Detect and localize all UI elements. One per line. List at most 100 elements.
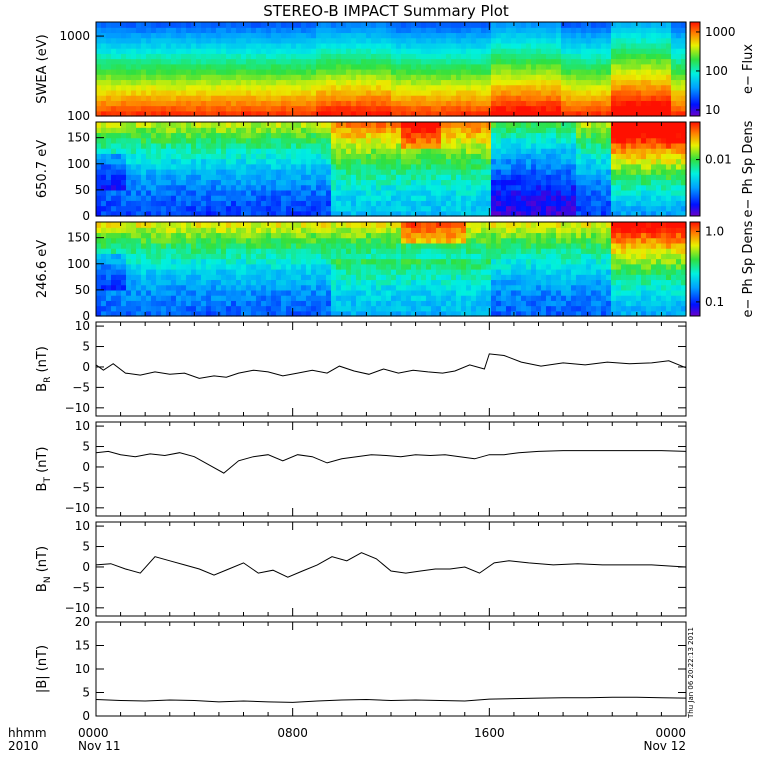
heatmap-cell <box>211 53 217 59</box>
heatmap-cell <box>356 27 362 33</box>
heatmap-cell <box>431 69 437 75</box>
heatmap-cell <box>366 38 372 44</box>
heatmap-cell <box>266 200 272 206</box>
heatmap-cell <box>426 195 432 201</box>
heatmap-cell <box>246 100 252 106</box>
heatmap-cell <box>156 127 162 133</box>
heatmap-cell <box>411 27 417 33</box>
heatmap-cell <box>456 95 462 101</box>
heatmap-cell <box>421 138 427 144</box>
heatmap-cell <box>466 32 472 38</box>
heatmap-cell <box>531 195 537 201</box>
heatmap-cell <box>451 164 457 170</box>
heatmap-cell <box>421 69 427 75</box>
heatmap-cell <box>566 32 572 38</box>
heatmap-cell <box>186 22 192 28</box>
heatmap-cell <box>256 227 262 233</box>
heatmap-cell <box>251 243 257 249</box>
heatmap-cell <box>216 53 222 59</box>
heatmap-cell <box>441 53 447 59</box>
heatmap-cell <box>311 159 317 165</box>
heatmap-cell <box>391 100 397 106</box>
heatmap-cell <box>641 22 647 28</box>
heatmap-cell <box>436 53 442 59</box>
heatmap-cell <box>176 269 182 275</box>
heatmap-cell <box>531 143 537 149</box>
heatmap-cell <box>206 153 212 159</box>
heatmap-cell <box>611 48 617 54</box>
heatmap-cell <box>676 38 682 44</box>
heatmap-cell <box>366 48 372 54</box>
heatmap-cell <box>121 290 127 296</box>
heatmap-cell <box>241 148 247 154</box>
heatmap-cell <box>616 153 622 159</box>
heatmap-cell <box>556 179 562 185</box>
heatmap-cell <box>276 32 282 38</box>
heatmap-cell <box>571 153 577 159</box>
heatmap-cell <box>566 174 572 180</box>
heatmap-cell <box>231 90 237 96</box>
heatmap-cell <box>216 264 222 270</box>
heatmap-cell <box>186 143 192 149</box>
heatmap-cell <box>591 174 597 180</box>
heatmap-cell <box>506 53 512 59</box>
heatmap-cell <box>376 153 382 159</box>
heatmap-cell <box>231 222 237 228</box>
heatmap-cell <box>241 259 247 265</box>
heatmap-cell <box>101 22 107 28</box>
heatmap-cell <box>626 59 632 65</box>
heatmap-cell <box>541 185 547 191</box>
heatmap-cell <box>586 43 592 49</box>
heatmap-cell <box>191 306 197 312</box>
heatmap-cell <box>626 132 632 138</box>
heatmap-cell <box>661 85 667 91</box>
heatmap-cell <box>111 227 117 233</box>
heatmap-cell <box>261 195 267 201</box>
heatmap-cell <box>461 48 467 54</box>
heatmap-cell <box>516 59 522 65</box>
heatmap-cell <box>266 59 272 65</box>
heatmap-cell <box>646 122 652 128</box>
heatmap-cell <box>146 153 152 159</box>
heatmap-cell <box>231 27 237 33</box>
heatmap-cell <box>641 64 647 70</box>
heatmap-cell <box>576 32 582 38</box>
heatmap-cell <box>621 164 627 170</box>
heatmap-cell <box>141 95 147 101</box>
heatmap-cell <box>191 127 197 133</box>
heatmap-cell <box>196 185 202 191</box>
heatmap-cell <box>676 74 682 80</box>
heatmap-cell <box>201 138 207 144</box>
heatmap-cell <box>516 106 522 112</box>
heatmap-cell <box>651 64 657 70</box>
heatmap-cell <box>561 32 567 38</box>
heatmap-cell <box>526 153 532 159</box>
heatmap-cell <box>341 148 347 154</box>
heatmap-cell <box>561 79 567 85</box>
heatmap-cell <box>301 143 307 149</box>
heatmap-cell <box>96 43 102 49</box>
heatmap-cell <box>551 90 557 96</box>
heatmap-cell <box>216 248 222 254</box>
heatmap-cell <box>131 253 137 259</box>
heatmap-cell <box>446 100 452 106</box>
heatmap-cell <box>446 195 452 201</box>
heatmap-cell <box>226 95 232 101</box>
heatmap-cell <box>131 206 137 212</box>
heatmap-cell <box>131 264 137 270</box>
heatmap-cell <box>591 179 597 185</box>
heatmap-cell <box>501 195 507 201</box>
heatmap-cell <box>386 132 392 138</box>
heatmap-cell <box>671 138 677 144</box>
heatmap-cell <box>376 59 382 65</box>
heatmap-cell <box>251 238 257 244</box>
heatmap-cell <box>316 90 322 96</box>
heatmap-cell <box>676 138 682 144</box>
heatmap-cell <box>381 106 387 112</box>
heatmap-cell <box>151 274 157 280</box>
heatmap-cell <box>191 264 197 270</box>
heatmap-cell <box>236 74 242 80</box>
heatmap-cell <box>491 38 497 44</box>
heatmap-cell <box>591 138 597 144</box>
heatmap-cell <box>526 95 532 101</box>
